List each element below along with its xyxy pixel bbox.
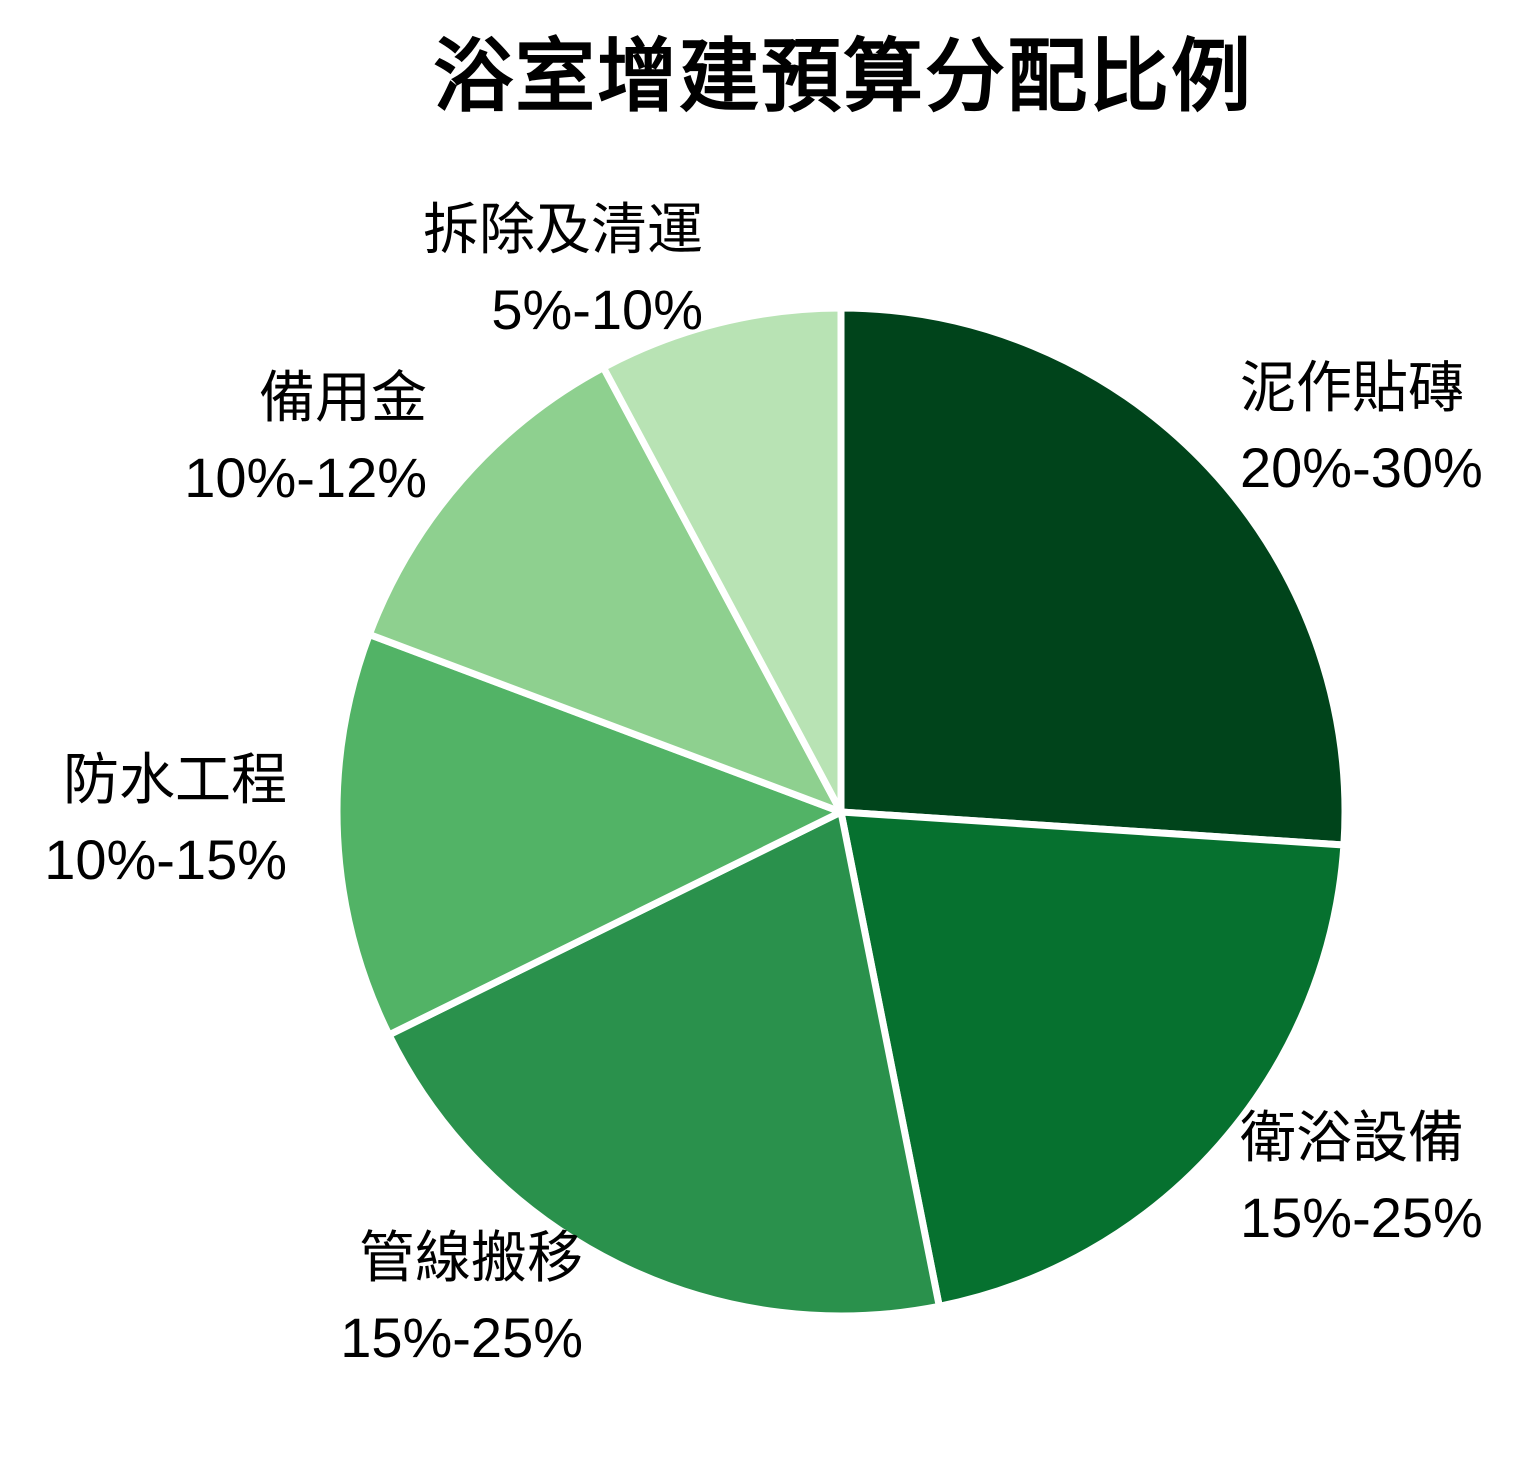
slice-label-demolition: 拆除及清運 5%-10% <box>423 190 703 350</box>
slice-label-tiling-name: 泥作貼磚 <box>1240 356 1464 419</box>
slice-label-waterproof: 防水工程 10%-15% <box>44 740 287 900</box>
slice-label-piping-range: 15%-25% <box>340 1306 583 1369</box>
pie-slice-fixtures <box>837 808 1348 1310</box>
slice-label-piping-name: 管線搬移 <box>359 1226 583 1289</box>
slice-label-fixtures-name: 衛浴設備 <box>1240 1106 1464 1169</box>
slice-label-reserve: 備用金 10%-12% <box>184 358 427 518</box>
slice-label-demolition-name: 拆除及清運 <box>423 198 703 261</box>
slice-label-fixtures: 衛浴設備 15%-25% <box>1240 1098 1483 1258</box>
slice-label-reserve-range: 10%-12% <box>184 446 427 509</box>
slice-label-waterproof-range: 10%-15% <box>44 828 287 891</box>
slice-label-demolition-range: 5%-10% <box>491 278 703 341</box>
slice-label-fixtures-range: 15%-25% <box>1240 1186 1483 1249</box>
pie-slice-demolition <box>599 304 845 816</box>
chart-title: 浴室增建預算分配比例 <box>433 32 1253 121</box>
slice-label-waterproof-name: 防水工程 <box>63 748 287 811</box>
pie-slice-tiling <box>837 304 1349 849</box>
pie-slice-piping <box>385 808 943 1320</box>
slice-label-piping: 管線搬移 15%-25% <box>340 1218 583 1378</box>
slice-label-tiling: 泥作貼磚 20%-30% <box>1240 348 1483 508</box>
slice-label-reserve-name: 備用金 <box>259 366 427 429</box>
slice-label-tiling-range: 20%-30% <box>1240 436 1483 499</box>
pie-slice-waterproof <box>333 631 845 1039</box>
pie-slice-reserve <box>365 364 845 816</box>
